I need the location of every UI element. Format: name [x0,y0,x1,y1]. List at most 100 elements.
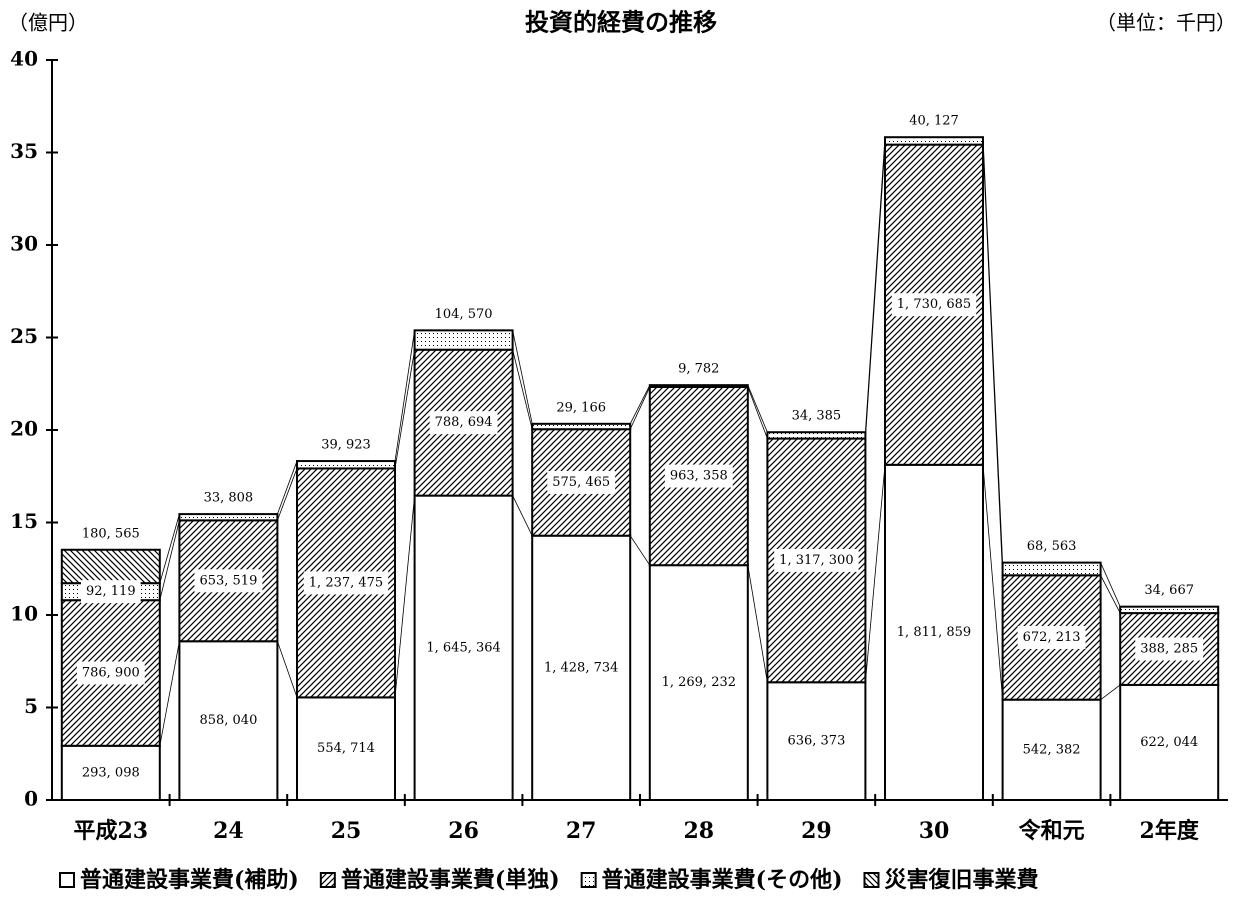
value-label: 29, 166 [556,400,606,415]
unit-note: （単位：千円） [1096,11,1236,35]
bar-segment [1001,698,1102,801]
value-label: 963, 358 [670,469,728,484]
connector [747,385,768,433]
y-tick-label: 40 [10,47,38,71]
y-axis-label: （億円） [8,11,88,35]
connector [394,349,415,469]
bar-segment [413,329,514,351]
value-label-bg [774,548,859,572]
value-label: 388, 285 [1140,642,1198,657]
value-label-bg [303,571,389,595]
connector [629,386,651,430]
connector [982,464,1003,700]
connector [159,641,180,746]
legend-swatch [863,872,880,888]
value-label-bg [1017,625,1086,649]
connector [747,386,768,439]
connector [1100,562,1121,607]
connector [394,495,415,698]
bar-segment [648,384,749,388]
value-label: 786, 900 [82,665,140,680]
connector [394,330,415,462]
value-label-bg [547,470,616,494]
x-tick-label: 25 [331,818,362,844]
value-label: 1, 269, 232 [662,675,736,690]
bar-segment [296,696,396,802]
value-label: 653, 519 [199,573,257,588]
value-label-bg [1135,637,1204,661]
value-label: 636, 373 [787,734,845,749]
value-label: 542, 382 [1023,742,1081,757]
bar-segment [531,534,632,801]
y-tick-label: 25 [10,324,38,348]
value-label-bg [429,411,498,435]
value-label-bg [80,580,141,604]
x-tick-label: 28 [683,818,714,844]
bar-segment [1119,605,1220,615]
x-tick-label: 30 [919,818,950,844]
value-label: 1, 645, 364 [426,640,500,655]
value-label: 1, 811, 859 [897,625,971,640]
value-label: 1, 237, 475 [309,575,383,590]
value-label: 1, 428, 734 [544,660,618,675]
bar-segment [884,136,984,146]
value-label: 68, 563 [1027,539,1077,554]
connector [982,137,1003,563]
value-label: 104, 570 [435,307,493,322]
x-tick-label: 26 [448,818,479,844]
x-tick-label: 令和元 [1019,818,1085,844]
y-tick-label: 20 [10,417,38,441]
legend-item: 普通建設事業費(単独) [319,867,560,893]
value-label: 554, 714 [317,741,375,756]
value-label: 34, 385 [792,409,842,424]
value-label: 1, 730, 685 [897,297,971,312]
legend-label: 普通建設事業費(その他) [602,867,843,893]
connector [512,330,533,424]
legend-label: 災害復旧事業費 [884,867,1038,893]
connector [512,349,533,430]
connector [159,513,180,584]
value-label-bg [76,661,145,685]
connector [1100,575,1121,614]
legend-item: 普通建設事業費(その他) [580,867,843,893]
connector [1100,684,1121,700]
value-label: 672, 213 [1023,630,1081,645]
value-label: 34, 667 [1144,583,1194,598]
bar-segment [178,513,279,522]
legend-item: 災害復旧事業費 [863,867,1039,893]
y-tick-label: 5 [24,694,38,718]
value-label: 33, 808 [204,491,254,506]
value-label: 575, 465 [552,475,610,490]
x-tick-label: 27 [566,818,597,844]
bar-segment [413,494,514,801]
connector [865,144,886,439]
legend-swatch [59,872,75,888]
y-tick-label: 0 [24,787,38,811]
legend-item: 普通建設事業費(補助) [59,867,299,893]
connector [865,464,886,683]
connector [159,520,180,601]
value-label-bg [891,293,977,317]
value-label: 9, 782 [678,362,719,377]
x-tick-label: 29 [801,818,832,844]
value-label: 39, 923 [321,438,371,453]
legend-swatch [319,872,336,888]
bar-segment [60,744,161,801]
bar-segment [1001,561,1102,577]
value-label: 788, 694 [435,415,493,430]
value-label-bg [664,464,733,488]
chart-title: 投資的経費の推移 [525,8,717,37]
bar-segment [60,548,161,585]
value-label: 40, 127 [909,114,959,129]
connector [865,137,886,433]
bar-segment [178,640,279,801]
value-label: 293, 098 [82,765,140,780]
connector [512,495,533,536]
x-tick-label: 24 [213,818,244,844]
connector [277,460,298,515]
legend-label: 普通建設事業費(単独) [341,867,560,893]
value-label: 92, 119 [86,584,136,599]
bar-segment [766,431,867,440]
bar-segment [296,460,396,470]
